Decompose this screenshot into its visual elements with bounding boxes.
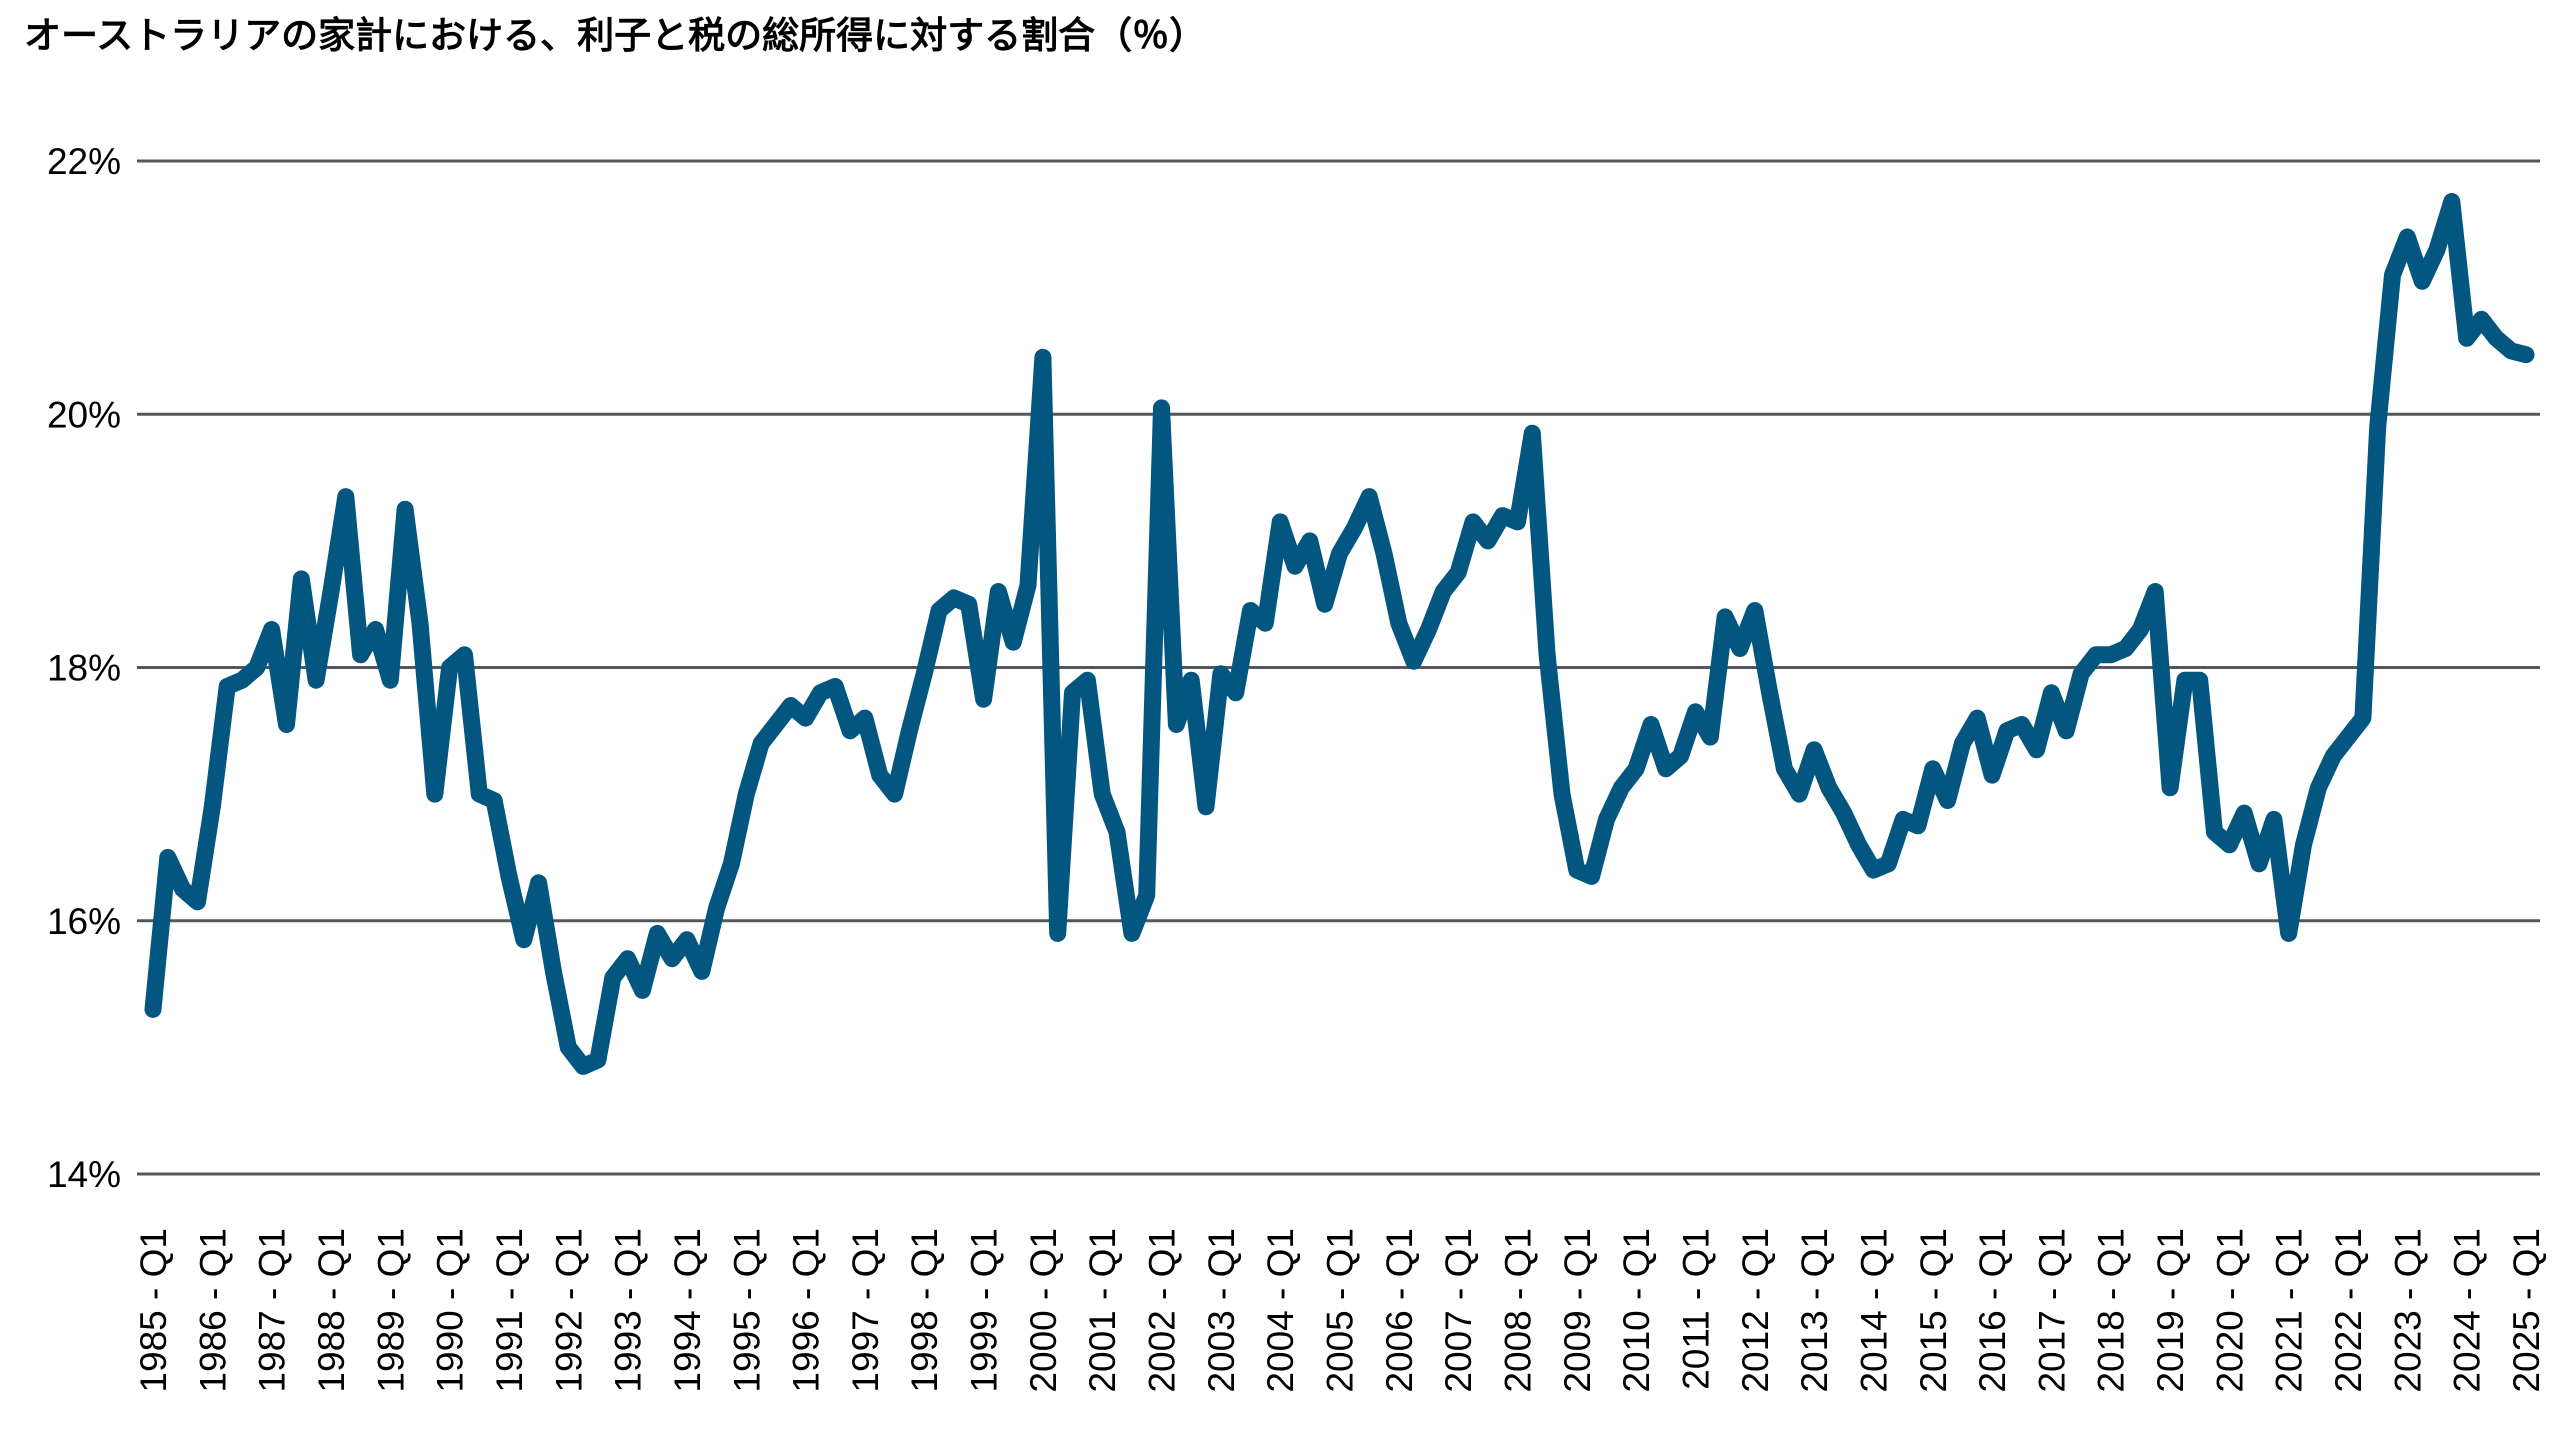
x-tick-label: 1988 - Q1 xyxy=(311,1228,352,1393)
y-tick-label: 20% xyxy=(47,394,121,435)
x-tick-label: 2002 - Q1 xyxy=(1142,1228,1183,1393)
y-tick-label: 18% xyxy=(47,648,121,689)
chart-title: オーストラリアの家計における、利子と税の総所得に対する割合（％） xyxy=(24,15,1206,56)
x-tick-label: 1987 - Q1 xyxy=(252,1228,293,1393)
y-axis-labels: 22% 20% 18% 16% 14% xyxy=(47,141,121,1195)
x-tick-label: 2009 - Q1 xyxy=(1557,1228,1598,1393)
x-tick-label: 2008 - Q1 xyxy=(1497,1228,1538,1393)
x-tick-label: 1993 - Q1 xyxy=(608,1228,649,1393)
x-tick-label: 1997 - Q1 xyxy=(845,1228,886,1393)
x-tick-label: 2005 - Q1 xyxy=(1320,1228,1361,1393)
y-tick-label: 22% xyxy=(47,141,121,182)
x-tick-label: 2024 - Q1 xyxy=(2447,1228,2488,1393)
x-tick-label: 2014 - Q1 xyxy=(1853,1228,1894,1393)
x-tick-label: 1998 - Q1 xyxy=(904,1228,945,1393)
x-tick-label: 2011 - Q1 xyxy=(1675,1228,1716,1390)
x-tick-label: 2019 - Q1 xyxy=(2150,1228,2191,1393)
gridlines xyxy=(137,159,2540,1176)
x-tick-label: 2023 - Q1 xyxy=(2387,1228,2428,1393)
x-tick-label: 2015 - Q1 xyxy=(1913,1228,1954,1393)
x-tick-label: 1996 - Q1 xyxy=(786,1228,827,1393)
y-tick-label: 14% xyxy=(47,1154,121,1195)
x-tick-label: 2025 - Q1 xyxy=(2506,1228,2547,1393)
x-axis-labels: 1985 - Q1 1986 - Q1 1987 - Q1 1988 - Q1 1989… xyxy=(133,1228,2547,1393)
x-tick-label: 1991 - Q1 xyxy=(489,1228,530,1393)
series-line xyxy=(144,193,2535,1075)
data-series xyxy=(144,193,2535,1075)
x-tick-label: 2012 - Q1 xyxy=(1735,1228,1776,1393)
x-tick-label: 2017 - Q1 xyxy=(2031,1228,2072,1393)
x-tick-label: 2020 - Q1 xyxy=(2209,1228,2250,1393)
x-tick-label: 2021 - Q1 xyxy=(2269,1228,2310,1393)
x-tick-label: 2013 - Q1 xyxy=(1794,1228,1835,1393)
x-tick-label: 2001 - Q1 xyxy=(1082,1228,1123,1393)
x-tick-label: 1989 - Q1 xyxy=(370,1228,411,1393)
x-tick-label: 1992 - Q1 xyxy=(548,1228,589,1393)
y-tick-label: 16% xyxy=(47,901,121,942)
x-tick-label: 2003 - Q1 xyxy=(1201,1228,1242,1393)
x-tick-label: 2018 - Q1 xyxy=(2091,1228,2132,1393)
x-tick-label: 1999 - Q1 xyxy=(964,1228,1005,1393)
x-tick-label: 1985 - Q1 xyxy=(133,1228,174,1393)
x-tick-label: 2004 - Q1 xyxy=(1260,1228,1301,1393)
x-tick-label: 1986 - Q1 xyxy=(192,1228,233,1393)
x-tick-label: 1990 - Q1 xyxy=(430,1228,471,1393)
x-tick-label: 2016 - Q1 xyxy=(1972,1228,2013,1393)
x-tick-label: 2006 - Q1 xyxy=(1379,1228,1420,1393)
x-tick-label: 1994 - Q1 xyxy=(667,1228,708,1393)
x-tick-label: 2022 - Q1 xyxy=(2328,1228,2369,1393)
x-tick-label: 1995 - Q1 xyxy=(726,1228,767,1393)
x-tick-label: 2000 - Q1 xyxy=(1023,1228,1064,1393)
x-tick-label: 2010 - Q1 xyxy=(1616,1228,1657,1393)
x-tick-label: 2007 - Q1 xyxy=(1438,1228,1479,1393)
